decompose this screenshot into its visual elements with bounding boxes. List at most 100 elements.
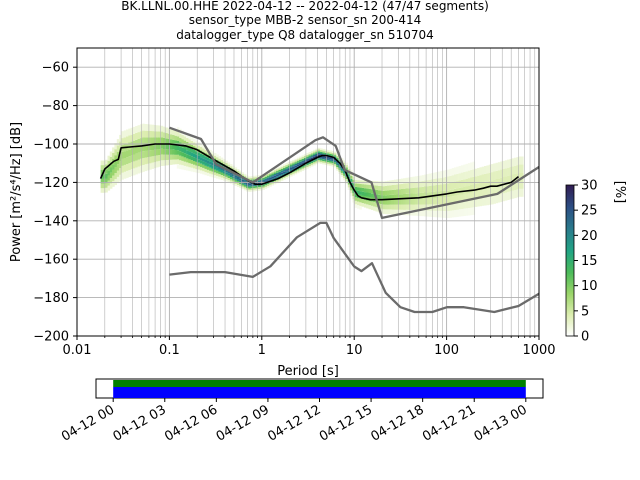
heatmap-cell [239,182,242,185]
heatmap-cell [440,197,443,205]
heatmap-cell [234,167,238,170]
heatmap-cell [218,169,221,172]
heatmap-cell [280,179,284,181]
heatmap-cell [417,181,420,188]
heatmap-cell [296,168,300,170]
heatmap-cell [424,192,427,199]
heatmap-cell [521,180,524,189]
heatmap-cell [493,163,496,172]
heatmap-cell [324,161,328,164]
heatmap-cell [126,150,129,158]
heatmap-cell [292,168,295,171]
heatmap-cell [223,175,226,179]
heatmap-cell [190,167,194,172]
heatmap-cell [460,165,464,173]
heatmap-cell [260,178,263,180]
heatmap-cell [456,166,459,174]
heatmap-cell [269,174,272,177]
heatmap-cell [516,157,519,166]
heatmap-cell [410,177,413,183]
heatmap-cell [144,137,148,145]
heatmap-cell [276,172,279,175]
heatmap-cell [449,203,452,211]
heatmap-cell [273,175,277,178]
heatmap-cell [262,177,265,180]
heatmap-cell [181,147,184,153]
heatmap-cell [204,162,208,166]
heatmap-cell [310,157,314,160]
heatmap-cell [454,195,457,203]
y-ticks: −200 −180 −160 −140 −120 −100 −80 −60 [33,61,77,345]
heatmap-cell [105,159,108,165]
heatmap-cell [278,180,282,183]
heatmap-cell [280,165,284,168]
heatmap-cell [151,137,154,144]
heatmap-cell [102,178,106,184]
heatmap-cell [500,169,503,178]
heatmap-cell [391,194,395,200]
heatmap-cell [248,178,251,180]
heatmap-cell [303,164,307,167]
heatmap-cell [384,190,388,196]
heatmap-cell [188,135,191,140]
heatmap-cell [257,175,261,177]
heatmap-cell [421,186,425,193]
heatmap-cell [239,180,242,183]
heatmap-cell [467,178,471,186]
heatmap-cell [102,160,106,166]
heatmap-cell [116,164,120,171]
heatmap-cell [176,150,180,155]
heatmap-cell [255,177,258,179]
heatmap-cell [493,195,496,204]
heatmap-cell [273,180,277,183]
heatmap-cell [403,199,406,205]
heatmap-cell [313,163,316,166]
heatmap-cell [250,189,254,192]
heatmap-cell [317,154,321,157]
heatmap-cell [310,152,314,155]
heatmap-cell [407,177,411,183]
heatmap-cell [227,175,231,178]
heatmap-cell [518,180,522,189]
heatmap-cell [477,198,480,207]
heatmap-cell [479,198,482,207]
heatmap-cell [223,159,226,162]
x-axis-label: Period [s] [277,364,339,379]
heatmap-cell [391,185,395,190]
heatmap-cell [514,190,517,199]
heatmap-cell [308,153,312,156]
heatmap-cell [197,152,201,156]
heatmap-cell [250,179,254,182]
heatmap-cell [442,177,446,185]
plot-grid [76,48,539,337]
heatmap-cell [417,193,420,199]
heatmap-cell [172,149,175,155]
heatmap-cell [396,179,399,185]
y-tick-label: −180 [33,291,69,306]
heatmap-cell [306,153,309,155]
heatmap-cell [100,160,104,166]
heatmap-cell [377,181,381,186]
heatmap-cell [308,155,312,158]
heatmap-cell [253,175,256,178]
heatmap-cell [285,163,288,165]
colorbar-gradient [565,184,575,337]
heatmap-cell [333,163,337,166]
heatmap-cell [211,171,215,175]
heatmap-cell [139,138,143,145]
heatmap-cell [109,156,113,163]
heatmap-cell [179,164,182,170]
heatmap-cell [382,204,385,210]
heatmap-cell [333,151,337,154]
heatmap-cell [380,186,383,191]
heatmap-cell [112,170,115,176]
heatmap-cell [481,166,485,175]
heatmap-cell [343,160,346,163]
heatmap-cell [220,167,224,170]
heatmap-cell [121,172,124,180]
heatmap-cell [167,133,171,139]
heatmap-cell [428,185,432,193]
heatmap-cell [209,164,212,168]
heatmap-cell [426,186,429,193]
heatmap-cell [220,170,224,173]
